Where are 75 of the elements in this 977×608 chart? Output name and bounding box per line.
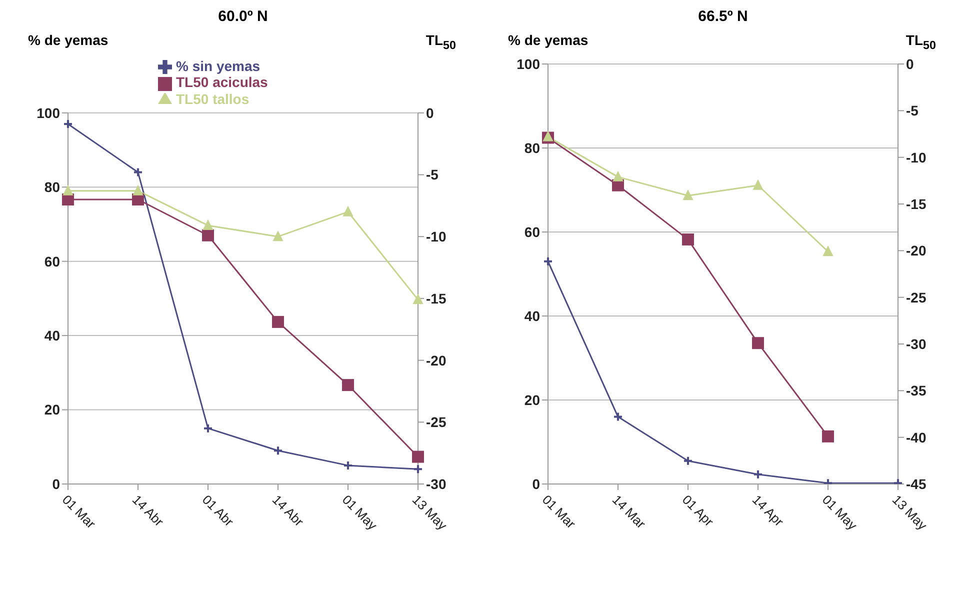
point xyxy=(273,231,283,242)
y-tick-label: 60 xyxy=(44,253,60,270)
y2-tick-label: -30 xyxy=(906,336,926,352)
point xyxy=(753,180,763,190)
point xyxy=(613,171,623,182)
x-tick-label: 13 May xyxy=(409,492,450,534)
y2-tick-label: -10 xyxy=(426,228,446,245)
x-tick-label: 14 Abr xyxy=(269,492,308,530)
y-tick-label: 80 xyxy=(524,140,540,156)
y2-tick-label: -25 xyxy=(426,414,446,430)
point xyxy=(203,423,213,434)
x-tick-label: 01 Mar xyxy=(539,492,580,532)
y2-tick-label: -25 xyxy=(906,289,926,306)
point xyxy=(272,316,284,328)
y2-tick-label: -40 xyxy=(906,429,926,446)
point xyxy=(202,229,214,242)
point xyxy=(823,246,833,256)
point xyxy=(133,185,143,196)
y2-tick-label: -35 xyxy=(906,382,926,399)
x-tick-label: 01 Apr xyxy=(679,492,718,530)
x-tick-label: 14 Abr xyxy=(129,492,168,530)
y-tick-label: 80 xyxy=(44,179,60,196)
x-tick-label: 13 May xyxy=(889,492,930,534)
legend-label: TL50 tallos xyxy=(176,90,250,107)
point xyxy=(753,469,763,480)
y-tick-label: 60 xyxy=(524,224,540,240)
point xyxy=(203,220,213,230)
point xyxy=(342,379,354,392)
x-tick-label: 01 Abr xyxy=(199,492,238,530)
legend-label: TL50 aciculas xyxy=(176,74,268,90)
point xyxy=(412,450,424,463)
y-tick-label: 20 xyxy=(44,402,60,418)
y2-axis-title: TL$_{50}$ xyxy=(906,32,936,52)
y-tick-label: 100 xyxy=(516,56,540,72)
y2-tick-label: -45 xyxy=(906,476,926,492)
y2-tick-label: -15 xyxy=(426,290,446,306)
legend-label: % sin yemas xyxy=(176,58,260,74)
point xyxy=(343,460,353,470)
x-tick-label: 01 May xyxy=(339,492,380,534)
chart-title: 60.0º N xyxy=(217,8,269,27)
y2-axis-title: TL$_{50}$ xyxy=(426,32,456,52)
y2-tick-label: -10 xyxy=(906,149,926,166)
x-tick-label: 14 Mar xyxy=(609,492,650,532)
y-tick-label: 40 xyxy=(44,328,60,344)
y-tick-label: 40 xyxy=(524,308,540,324)
x-tick-label: 01 Mar xyxy=(59,492,100,532)
point xyxy=(683,190,693,200)
point xyxy=(133,167,143,178)
point xyxy=(543,131,553,142)
y2-tick-label: -30 xyxy=(426,476,446,492)
point xyxy=(273,446,283,456)
y-axis-title: % de yemas xyxy=(28,32,108,48)
x-tick-label: 14 Apr xyxy=(749,492,788,530)
point xyxy=(343,206,353,216)
point xyxy=(63,185,73,196)
y2-tick-label: 0 xyxy=(906,56,914,72)
x-tick-label: 01 May xyxy=(819,492,860,534)
y2-tick-label: 0 xyxy=(426,104,434,121)
y2-tick-label: -5 xyxy=(906,102,919,119)
y-tick-label: 0 xyxy=(532,476,540,492)
point xyxy=(752,337,764,350)
y2-tick-label: -20 xyxy=(906,242,926,259)
point xyxy=(683,456,693,466)
chart-title: 66.5º N xyxy=(697,8,749,27)
y2-tick-label: -20 xyxy=(426,352,446,368)
point xyxy=(682,233,694,246)
y-tick-label: 100 xyxy=(36,104,60,121)
point xyxy=(613,412,623,422)
y-axis-title: % de yemas xyxy=(508,32,588,48)
y2-tick-label: -15 xyxy=(906,196,926,212)
y2-tick-label: -5 xyxy=(426,166,439,183)
point xyxy=(822,430,834,442)
y-tick-label: 0 xyxy=(52,476,60,492)
point xyxy=(413,294,423,304)
y-tick-label: 20 xyxy=(524,392,540,408)
